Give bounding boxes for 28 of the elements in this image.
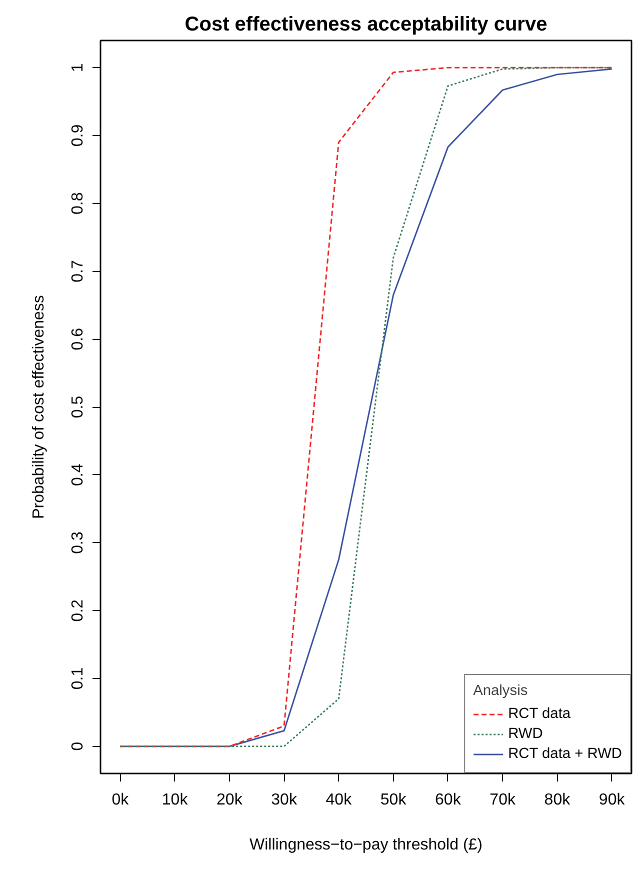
chart-title: Cost effectiveness acceptability curve [184,14,548,36]
x-tick-label: 50k [380,792,408,808]
legend-label: RCT data [508,706,571,722]
y-axis-title: Probability of cost effectiveness [30,295,48,519]
x-tick-label: 20k [216,792,244,808]
y-tick-label: 0.6 [70,328,86,350]
legend-title: Analysis [473,683,529,699]
y-tick-label: 0.8 [70,192,86,215]
legend-label: RWD [508,726,543,742]
y-tick-label: 0.1 [70,667,86,690]
x-tick-label: 90k [598,792,626,808]
y-tick-label: 0.9 [70,124,86,147]
x-tick-label: 10k [162,792,189,808]
x-axis-title: Willingness−to−pay threshold (£) [249,836,483,854]
y-tick-label: 0.5 [70,396,86,418]
x-tick-label: 80k [544,792,572,808]
x-tick-label: 30k [271,792,298,808]
y-tick-label: 0.2 [70,599,86,622]
legend-label: RCT data + RWD [508,746,622,762]
x-tick-label: 0k [112,792,130,808]
y-tick-label: 0.4 [70,464,86,486]
y-tick-label: 0.7 [70,260,86,282]
y-tick-label: 0 [70,742,86,751]
y-tick-label: 0.3 [70,532,86,554]
x-tick-label: 70k [490,792,516,808]
y-tick-label: 1 [70,63,86,72]
x-tick-label: 60k [435,792,462,808]
x-tick-label: 40k [326,792,353,808]
